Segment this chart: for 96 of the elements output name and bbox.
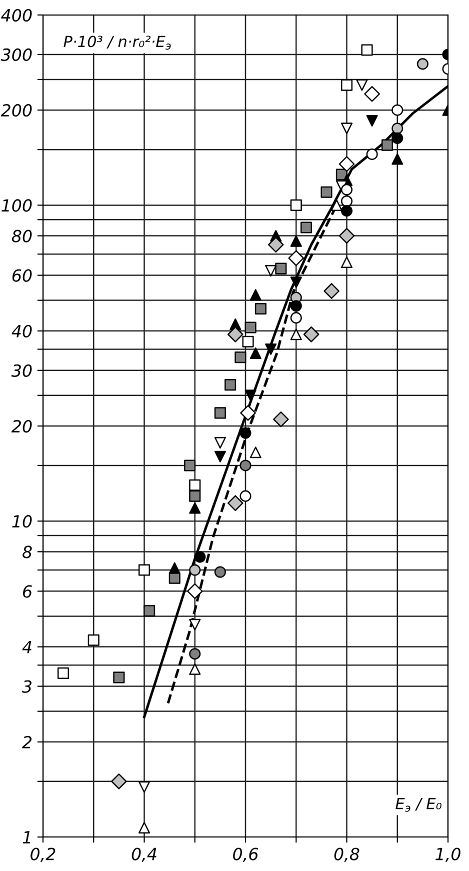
point <box>240 460 252 472</box>
point <box>366 148 378 160</box>
y-tick-label: 3 <box>22 680 32 693</box>
point <box>290 300 302 312</box>
x-tick-label: 0,6 <box>233 848 258 862</box>
point <box>244 390 256 402</box>
point <box>250 289 262 301</box>
point <box>290 235 302 247</box>
y-tick-label: 300 <box>0 48 32 62</box>
point <box>300 222 312 234</box>
point <box>392 132 404 144</box>
point <box>303 326 320 342</box>
point <box>189 618 201 630</box>
point <box>381 139 394 151</box>
y-tick-label: 80 <box>12 230 32 242</box>
x-tick-label: 1,0 <box>436 848 460 862</box>
point <box>240 490 252 502</box>
point <box>340 122 353 134</box>
point <box>214 436 226 449</box>
x-tick-label: 0,4 <box>132 848 156 862</box>
y-tick-label: 200 <box>0 104 32 117</box>
point <box>244 322 256 334</box>
point <box>214 450 226 462</box>
y-tick-label: 400 <box>1 8 32 22</box>
point <box>189 502 201 514</box>
point <box>290 328 302 340</box>
point <box>340 184 353 196</box>
point <box>275 262 287 274</box>
point <box>138 564 150 576</box>
point <box>242 336 254 348</box>
point <box>57 667 70 679</box>
point <box>340 195 353 207</box>
point <box>265 343 277 355</box>
point <box>330 199 342 211</box>
point <box>268 236 284 253</box>
point <box>113 672 125 684</box>
point <box>416 58 428 70</box>
point <box>227 495 244 512</box>
x-axis-title: E$_{э}$ / E₀ <box>396 798 442 812</box>
point <box>290 199 302 211</box>
x-tick-label: 0,2 <box>30 848 56 862</box>
point <box>392 153 404 165</box>
point <box>338 156 355 172</box>
point <box>366 115 378 127</box>
point <box>194 551 206 563</box>
point <box>273 411 289 428</box>
y-tick-label: 60 <box>12 269 32 282</box>
point <box>356 79 368 91</box>
point <box>224 379 236 391</box>
point <box>234 352 246 364</box>
point <box>392 122 404 134</box>
point <box>340 79 353 91</box>
y-tick-label: 8 <box>22 546 32 558</box>
point <box>186 583 203 600</box>
y-tick-label: 4 <box>22 640 32 654</box>
point <box>364 86 380 102</box>
x-tick-label: 0,8 <box>334 848 360 862</box>
point <box>168 562 180 574</box>
point <box>361 44 373 56</box>
point <box>288 250 304 266</box>
point <box>138 781 150 793</box>
point <box>240 427 252 439</box>
point <box>340 256 353 268</box>
point <box>338 228 355 244</box>
point <box>88 634 100 646</box>
point <box>214 566 226 578</box>
point <box>189 648 201 660</box>
y-tick-label: 20 <box>11 420 32 433</box>
y-tick-label: 2 <box>22 736 32 748</box>
y-tick-label: 1 <box>22 831 30 844</box>
point <box>392 104 404 116</box>
point <box>320 186 332 198</box>
point <box>184 460 196 472</box>
y-tick-label: 40 <box>12 324 32 338</box>
point <box>290 276 302 288</box>
point <box>144 605 156 617</box>
point <box>138 822 150 834</box>
point <box>189 490 201 502</box>
point <box>340 205 353 217</box>
y-tick-label: 30 <box>11 364 32 377</box>
point <box>324 283 340 299</box>
point <box>254 303 266 315</box>
y-axis-title: P·10³ / n·r₀²·E$_{э}$ <box>64 36 171 50</box>
point <box>214 407 226 419</box>
point <box>250 347 262 359</box>
point <box>250 446 262 458</box>
y-tick-label: 6 <box>23 585 32 598</box>
point <box>189 479 201 491</box>
point <box>189 663 201 675</box>
point <box>111 773 127 790</box>
y-tick-label: 100 <box>2 199 32 212</box>
point <box>227 326 244 342</box>
point <box>189 564 201 576</box>
point <box>290 312 302 324</box>
y-tick-label: 10 <box>12 515 32 528</box>
point <box>240 405 256 421</box>
